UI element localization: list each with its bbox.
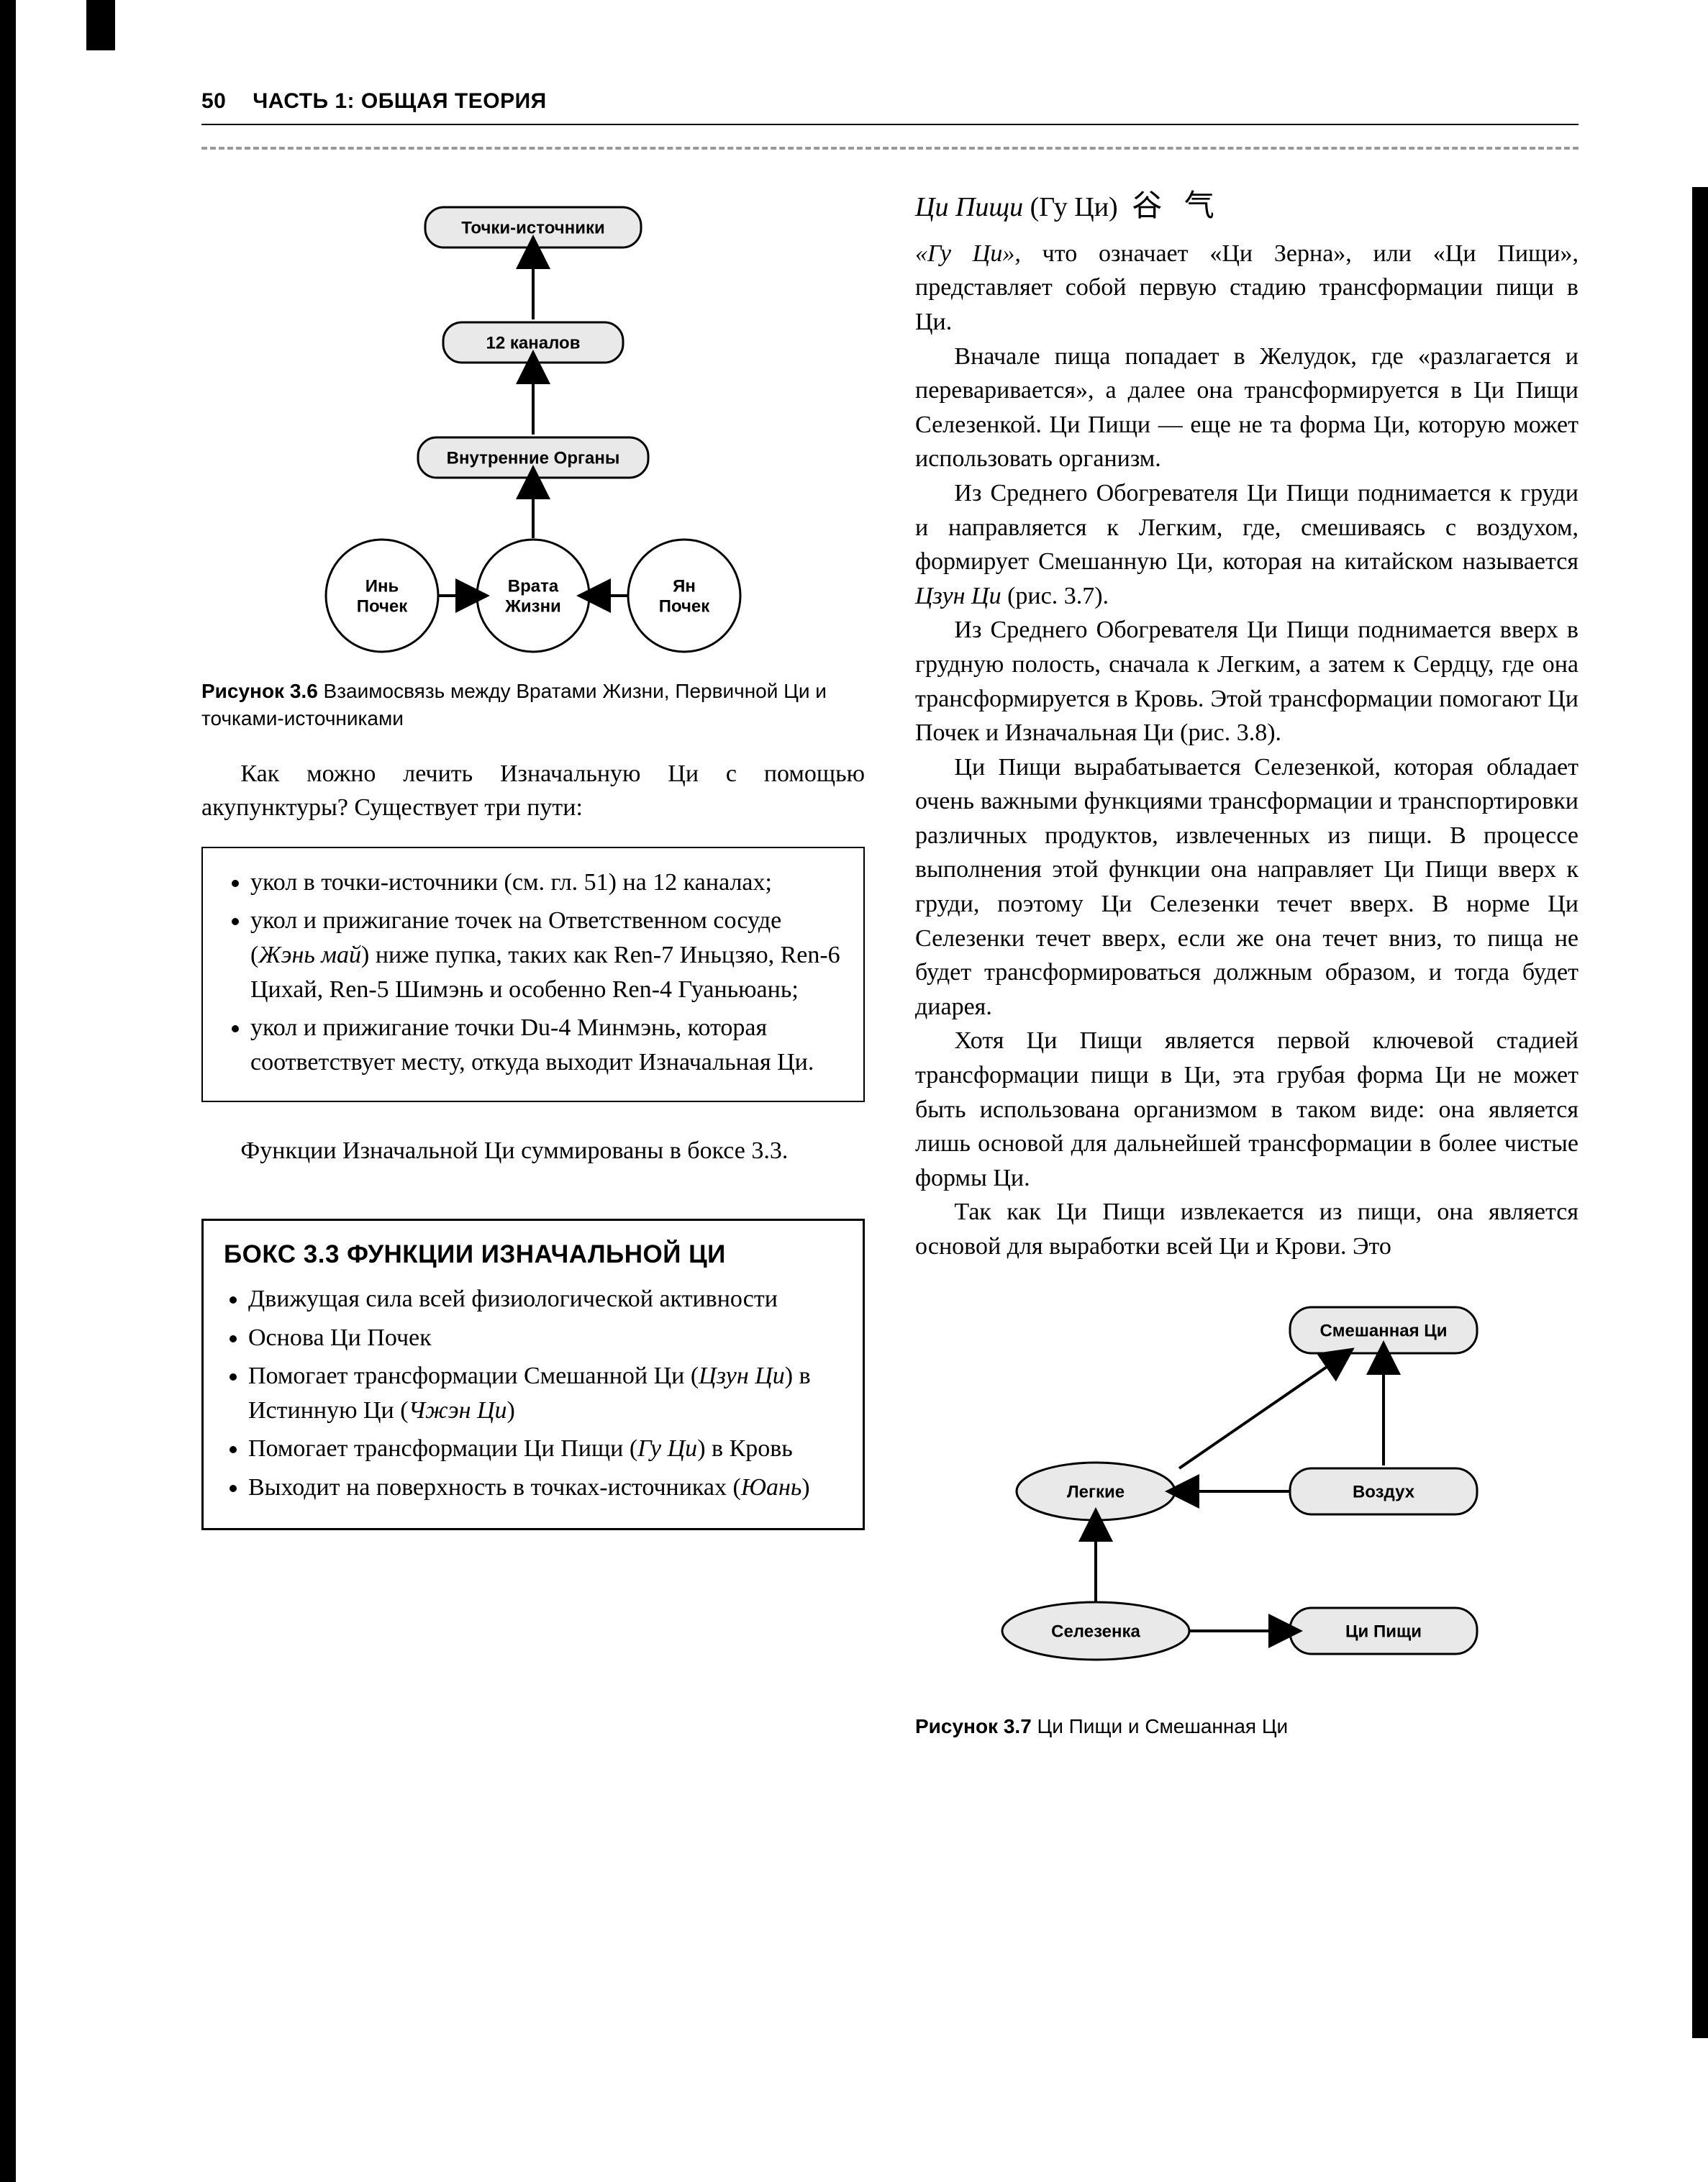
list-item: Помогает трансформации Смешанной Ци (Цзу… — [248, 1359, 842, 1427]
figure-3-6: Точки-источники 12 каналов Внутренние Ор… — [201, 200, 865, 660]
right-para-6: Хотя Ци Пищи является первой ключевой ст… — [915, 1024, 1578, 1195]
scan-artifact — [0, 0, 16, 2182]
treatment-paths-list: укол в точки-источники (см. гл. 51) на 1… — [229, 865, 845, 1080]
figure-3-6-svg: Точки-источники 12 каналов Внутренние Ор… — [310, 200, 756, 660]
fig36-node-center-l2: Жизни — [504, 596, 561, 616]
fig36-node-mid1: 12 каналов — [486, 333, 581, 353]
list-item-text: укол в точки-источники (см. гл. 51) на 1… — [250, 869, 772, 896]
fig36-node-left-l1: Инь — [365, 576, 399, 596]
figure-3-7-caption-text: Ци Пищи и Смешанная Ци — [1037, 1715, 1289, 1737]
list-item: укол и прижигание точек на Ответственном… — [250, 904, 845, 1006]
right-column: Ци Пищи (Гу Ци) 谷 气 «Гу Ци», что означае… — [915, 186, 1578, 1740]
left-column: Точки-источники 12 каналов Внутренние Ор… — [201, 186, 865, 1740]
figure-3-7-svg: Смешанная Ци Легкие Воздух Селезенка — [973, 1293, 1520, 1696]
fig37-node-left-bot: Селезенка — [1051, 1622, 1140, 1641]
right-para-7: Так как Ци Пищи извлекается из пищи, она… — [915, 1195, 1578, 1263]
fig36-node-right-l2: Почек — [659, 596, 711, 616]
box-3-3-title: БОКС 3.3 ФУНКЦИИ ИЗНАЧАЛЬНОЙ ЦИ — [224, 1237, 842, 1272]
scan-artifact — [86, 0, 115, 50]
figure-3-6-label: Рисунок 3.6 — [201, 680, 318, 702]
two-column-layout: Точки-источники 12 каналов Внутренние Ор… — [201, 186, 1578, 1740]
fig37-node-right-mid: Воздух — [1353, 1482, 1415, 1501]
figure-3-7-caption: Рисунок 3.7 Ци Пищи и Смешанная Ци — [915, 1713, 1578, 1740]
page-number: 50 — [201, 89, 226, 113]
list-item: Помогает трансформации Ци Пищи (Гу Ци) в… — [248, 1432, 842, 1466]
page: 50 ЧАСТЬ 1: ОБЩАЯ ТЕОРИЯ Точки-источники — [0, 0, 1708, 2182]
fig37-node-left-mid: Легкие — [1067, 1482, 1125, 1501]
running-head: 50 ЧАСТЬ 1: ОБЩАЯ ТЕОРИЯ — [201, 86, 1578, 117]
list-item: укол и прижигание точки Du-4 Минмэнь, ко… — [250, 1011, 845, 1079]
scan-artifact — [1692, 187, 1708, 2038]
heading-italic: Ци Пищи — [915, 192, 1023, 222]
left-para-1: Как можно лечить Изначальную Ци с помощь… — [201, 757, 865, 825]
section-title: ЧАСТЬ 1: ОБЩАЯ ТЕОРИЯ — [253, 89, 546, 113]
list-item-text: укол и прижигание точки Du-4 Минмэнь, ко… — [250, 1014, 814, 1076]
list-item: Выходит на поверхность в точках-источник… — [248, 1470, 842, 1505]
header-rule — [201, 124, 1578, 125]
figure-3-7: Смешанная Ци Легкие Воздух Селезенка — [915, 1293, 1578, 1696]
qi-pishchi-heading: Ци Пищи (Гу Ци) 谷 气 — [915, 186, 1578, 228]
fig36-node-mid2: Внутренние Органы — [447, 448, 620, 468]
right-para-4: Из Среднего Обогревателя Ци Пищи поднима… — [915, 613, 1578, 750]
left-para-2: Функции Изначальной Ци суммированы в бок… — [201, 1134, 865, 1168]
fig36-node-top: Точки-источники — [461, 218, 604, 237]
figure-3-7-label: Рисунок 3.7 — [915, 1715, 1032, 1737]
right-para-3: Из Среднего Обогревателя Ци Пищи поднима… — [915, 476, 1578, 613]
fig37-node-right-bot: Ци Пищи — [1345, 1622, 1422, 1641]
header-dashed-rule — [201, 147, 1578, 150]
box-3-3: БОКС 3.3 ФУНКЦИИ ИЗНАЧАЛЬНОЙ ЦИ Движущая… — [201, 1219, 865, 1530]
treatment-paths-box: укол в точки-источники (см. гл. 51) на 1… — [201, 847, 865, 1103]
fig37-node-top: Смешанная Ци — [1319, 1321, 1447, 1340]
list-item: Основа Ци Почек — [248, 1321, 842, 1355]
list-item: укол в точки-источники (см. гл. 51) на 1… — [250, 865, 845, 900]
right-para-2: Вначале пища попадает в Желудок, где «ра… — [915, 340, 1578, 476]
box-3-3-list: Движущая сила всей физиологической актив… — [224, 1282, 842, 1505]
fig36-node-right-l1: Ян — [673, 576, 696, 596]
right-para-5: Ци Пищи вырабатывается Селезенкой, котор… — [915, 750, 1578, 1024]
heading-cjk: 谷 气 — [1132, 190, 1222, 223]
heading-paren: (Гу Ци) — [1030, 192, 1118, 222]
fig36-node-center-l1: Врата — [508, 576, 559, 596]
fig36-node-left-l2: Почек — [357, 596, 409, 616]
list-item: Движущая сила всей физиологической актив… — [248, 1282, 842, 1317]
figure-3-6-caption: Рисунок 3.6 Взаимосвязь между Вратами Жи… — [201, 678, 865, 732]
right-para-1: «Гу Ци», что означает «Ци Зерна», или «Ц… — [915, 237, 1578, 340]
